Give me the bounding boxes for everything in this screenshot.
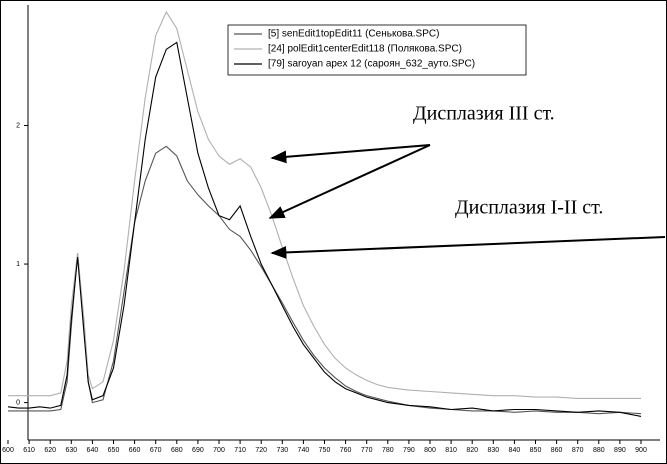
x-tick-label: 840 xyxy=(509,447,521,454)
y-tick-label: 0 xyxy=(16,399,20,406)
series-line xyxy=(7,41,642,417)
x-tick-label: 860 xyxy=(551,447,563,454)
x-tick-label: 680 xyxy=(171,447,183,454)
x-tick-label: 620 xyxy=(44,447,56,454)
x-tick-label: 770 xyxy=(361,447,373,454)
arrow xyxy=(270,144,431,164)
arrow xyxy=(270,236,666,259)
series-line xyxy=(8,10,641,399)
legend-label: [79] saroyan apex 12 (сароян_632_ауто.SP… xyxy=(268,59,475,70)
x-tick-label: 670 xyxy=(150,447,162,454)
x-tick-label: 610 xyxy=(23,447,35,454)
legend-label: [24] polEdit1centerEdit118 (Полякова.SPC… xyxy=(268,44,462,55)
x-tick-label: 780 xyxy=(382,447,394,454)
x-tick-label: 870 xyxy=(572,447,584,454)
x-tick-label: 650 xyxy=(108,447,120,454)
x-tick-label: 710 xyxy=(234,447,246,454)
x-tick-label: 810 xyxy=(445,447,457,454)
x-tick-label: 850 xyxy=(530,447,542,454)
arrow xyxy=(268,144,431,219)
y-tick-label: 2 xyxy=(16,122,20,129)
legend xyxy=(227,24,527,76)
x-tick-label: 740 xyxy=(298,447,310,454)
legend-label: [5] senEdit1topEdit11 (Сенькова.SPC) xyxy=(268,29,439,40)
x-tick-label: 630 xyxy=(65,447,77,454)
x-tick-label: 720 xyxy=(255,447,267,454)
x-tick-label: 880 xyxy=(593,447,605,454)
annotation: Дисплазия III ст. xyxy=(413,103,555,125)
x-tick-label: 890 xyxy=(614,447,626,454)
x-tick-label: 730 xyxy=(276,447,288,454)
x-tick-label: 800 xyxy=(424,447,436,454)
x-tick-label: 640 xyxy=(87,447,99,454)
x-tick-label: 600 xyxy=(2,447,14,454)
x-tick-label: 790 xyxy=(403,447,415,454)
x-tick-label: 700 xyxy=(213,447,225,454)
x-tick-label: 690 xyxy=(192,447,204,454)
x-tick-label: 760 xyxy=(340,447,352,454)
x-tick-label: 830 xyxy=(487,447,499,454)
annotation: Дисплазия I-II ст. xyxy=(455,197,603,219)
x-tick-label: 750 xyxy=(319,447,331,454)
x-tick-label: 660 xyxy=(129,447,141,454)
x-tick-label: 820 xyxy=(466,447,478,454)
y-tick-label: 1 xyxy=(16,261,20,268)
x-tick-label: 900 xyxy=(635,447,647,454)
